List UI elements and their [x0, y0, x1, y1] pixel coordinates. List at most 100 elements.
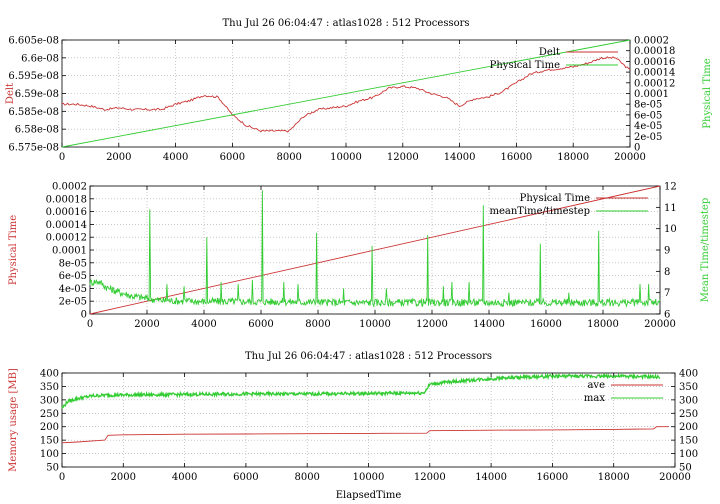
y-tick-label-right: 8e-05: [634, 100, 662, 111]
x-tick-label: 4000: [163, 152, 188, 163]
plot-frame: [61, 39, 631, 148]
y-tick-label-left: 0: [81, 310, 87, 321]
legend-label: ave: [587, 380, 605, 391]
x-tick-label: 20000: [659, 472, 691, 483]
y-tick-label-right: 10: [664, 224, 677, 235]
series-line-ave: [61, 426, 669, 444]
y-tick-label-right: 150: [679, 436, 698, 447]
x-tick-label: 8000: [276, 152, 301, 163]
y-tick-label-left: 6.585e-08: [8, 107, 59, 118]
series-line-max: [61, 372, 661, 409]
x-tick-label: 10000: [330, 152, 362, 163]
y-tick-label-right: 6e-05: [634, 110, 662, 121]
y-tick-label-right: 6: [664, 310, 670, 321]
x-axis-label: ElapsedTime: [336, 490, 402, 501]
y-tick-label-left: 6.605e-08: [8, 36, 59, 47]
legend-label: Physical Time: [490, 60, 560, 71]
y-tick-label-left: 0.0001: [52, 246, 87, 257]
y-tick-label-left: 6.595e-08: [8, 71, 59, 82]
y-tick-label-left: 0.00016: [46, 207, 87, 218]
x-tick-label: 4000: [172, 472, 197, 483]
y-tick-label-right: 300: [679, 395, 698, 406]
x-tick-label: 16000: [500, 152, 532, 163]
x-tick-label: 12000: [387, 152, 419, 163]
y-tick-label-right: 400: [679, 369, 698, 380]
y-tick-label-left: 6.575e-08: [8, 143, 59, 154]
x-tick-label: 2000: [106, 152, 131, 163]
x-tick-label: 12000: [416, 319, 448, 330]
y-tick-label-right: 0.0001: [634, 89, 669, 100]
legend-label: Delt: [539, 47, 560, 58]
y-axis-label-left: Physical Time: [8, 215, 19, 285]
y-tick-label-right: 50: [679, 463, 692, 474]
legend-label: Physical Time: [520, 193, 590, 204]
chart-title: Thu Jul 26 06:04:47 : atlas1028 : 512 Pr…: [222, 18, 469, 29]
x-tick-label: 0: [87, 319, 93, 330]
legend-label: meanTime/timestep: [489, 206, 590, 217]
legend-label: max: [584, 393, 605, 404]
x-tick-label: 16000: [536, 472, 568, 483]
y-tick-label-left: 0.00018: [46, 194, 87, 205]
y-axis-label-right: Physical Time: [702, 58, 713, 128]
y-tick-label-right: 0.00014: [634, 68, 675, 79]
x-tick-label: 18000: [598, 472, 630, 483]
y-tick-label-right: 2e-05: [634, 132, 662, 143]
y-tick-label-left: 100: [40, 449, 59, 460]
x-tick-label: 14000: [444, 152, 476, 163]
y-tick-label-left: 250: [40, 409, 59, 420]
y-tick-label-right: 250: [679, 409, 698, 420]
y-tick-label-left: 6.58e-08: [15, 125, 59, 136]
y-tick-label-right: 4e-05: [634, 121, 662, 132]
plot-frame: [61, 372, 676, 468]
y-tick-label-right: 0.0002: [634, 36, 669, 47]
y-tick-label-right: 0.00016: [634, 57, 675, 68]
x-tick-label: 2000: [111, 472, 136, 483]
grid: [61, 372, 676, 468]
y-tick-label-right: 0.00018: [634, 46, 675, 57]
y-tick-label-left: 4e-05: [59, 284, 87, 295]
x-tick-label: 20000: [614, 152, 646, 163]
x-tick-label: 6000: [233, 472, 258, 483]
y-tick-label-left: 0.00012: [46, 233, 87, 244]
x-tick-label: 14000: [475, 472, 507, 483]
chart-panel-2: 0 2000 4000 6000 8000 10000 12000 14000 16000 180…: [8, 182, 711, 331]
y-tick-label-left: 0.00014: [46, 220, 87, 231]
y-tick-label-right: 7: [664, 288, 670, 299]
y-tick-label-left: 6e-05: [59, 271, 87, 282]
x-tick-label: 20000: [644, 319, 676, 330]
y-tick-label-right: 0.00012: [634, 78, 675, 89]
y-tick-label-right: 12: [664, 182, 677, 193]
x-tick-label: 14000: [473, 319, 505, 330]
y-tick-label-left: 50: [46, 463, 59, 474]
y-tick-label-left: 2e-05: [59, 297, 87, 308]
chart-panel-1: 0 2000 4000 6000 8000 10000 12000 14000 16000 180…: [5, 18, 713, 163]
y-tick-label-left: 6.6e-08: [21, 53, 59, 64]
x-tick-label: 18000: [557, 152, 589, 163]
y-tick-label-right: 100: [679, 449, 698, 460]
x-tick-label: 4000: [191, 319, 216, 330]
chart-panel-3: 0 2000 4000 6000 8000 10000 12000 14000 16000 180…: [8, 351, 698, 501]
x-tick-label: 8000: [305, 319, 330, 330]
y-tick-label-right: 200: [679, 422, 698, 433]
y-axis-label-left: Delt: [5, 83, 16, 104]
y-tick-label-left: 0.0002: [52, 182, 87, 193]
y-axis-label-right: Mean Time/timestep: [700, 198, 711, 302]
y-axis-label-left: Memory usage [MB]: [8, 368, 19, 472]
series-line-delt: [61, 56, 631, 133]
x-tick-label: 8000: [294, 472, 319, 483]
series-line-meantime-timestep: [89, 190, 661, 308]
y-tick-label-left: 6.59e-08: [15, 89, 59, 100]
x-tick-label: 12000: [414, 472, 446, 483]
x-tick-label: 16000: [530, 319, 562, 330]
y-tick-label-right: 0: [634, 143, 640, 154]
y-tick-label-left: 400: [40, 369, 59, 380]
y-tick-label-left: 300: [40, 395, 59, 406]
x-tick-label: 10000: [359, 319, 391, 330]
y-tick-label-left: 200: [40, 422, 59, 433]
x-tick-label: 0: [59, 152, 65, 163]
y-tick-label-right: 350: [679, 382, 698, 393]
series-line-physical-time: [89, 185, 661, 315]
x-tick-label: 0: [59, 472, 65, 483]
plot-frame: [89, 185, 661, 315]
